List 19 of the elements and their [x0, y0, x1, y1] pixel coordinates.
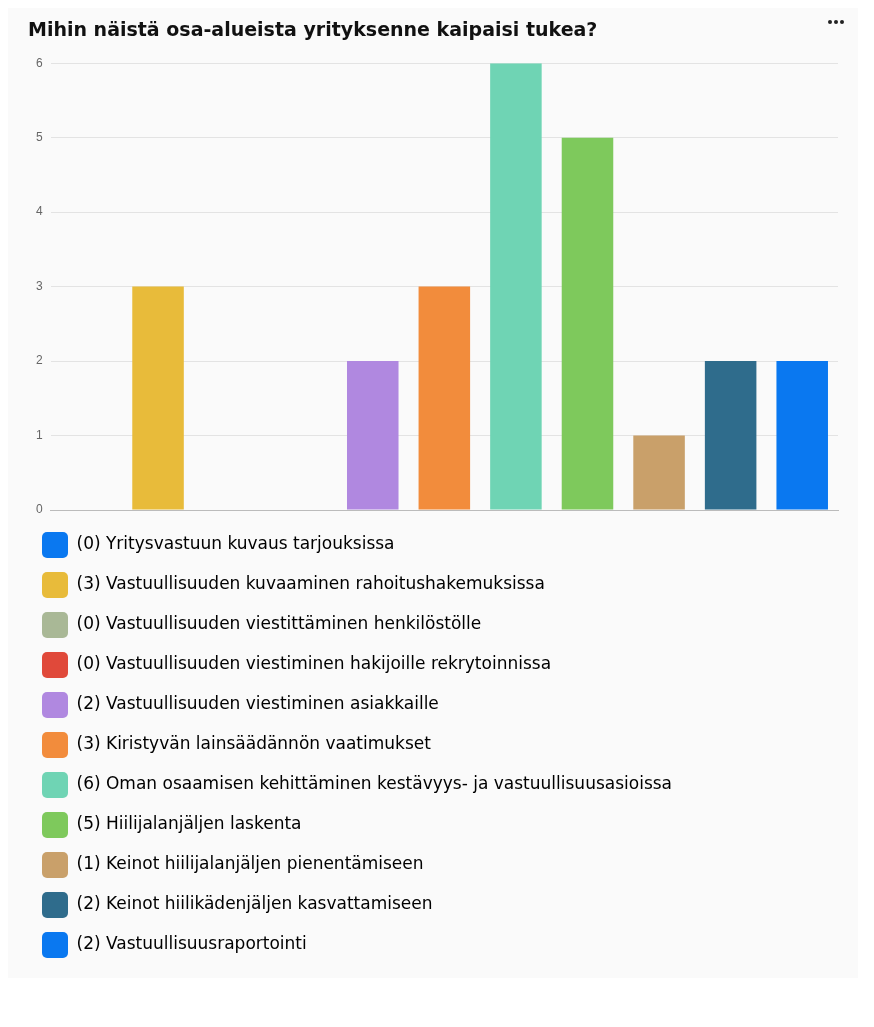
legend-label: (5) Hiilijalanjäljen laskenta — [76, 813, 302, 834]
y-tick-label: 0 — [35, 502, 43, 517]
y-tick-label: 2 — [35, 353, 43, 368]
legend-label: (0) Vastuullisuuden viestittäminen henkilöstölle — [76, 613, 482, 634]
legend-label: (3) Vastuullisuuden kuvaaminen rahoitushakemuksissa — [76, 573, 545, 594]
legend-label: (0) Vastuullisuuden viestiminen hakijoille rekrytoinnissa — [76, 653, 552, 674]
legend-label: (1) Keinot hiilijalanjäljen pienentämiseen — [76, 853, 424, 874]
y-tick-label: 5 — [35, 129, 43, 144]
y-tick-label: 6 — [35, 55, 43, 70]
legend-label: (2) Vastuullisuusraportointi — [76, 933, 307, 954]
chart-title: Mihin näistä osa-alueista yrityksenne kaipaisi tukea? — [28, 18, 599, 40]
legend-label: (2) Keinot hiilikädenjäljen kasvattamiseen — [76, 893, 433, 914]
legend-label: (0) Yritysvastuun kuvaus tarjouksissa — [76, 533, 395, 554]
legend-label: (6) Oman osaamisen kehittäminen kestävyys- ja vastuullisuusasioissa — [76, 773, 673, 794]
y-tick-label: 1 — [35, 427, 43, 442]
y-tick-label: 4 — [35, 204, 43, 219]
y-tick-label: 3 — [35, 278, 43, 293]
legend-label: (2) Vastuullisuuden viestiminen asiakkaille — [76, 693, 439, 714]
legend-label: (3) Kiristyvän lainsäädännön vaatimukset — [76, 733, 432, 754]
